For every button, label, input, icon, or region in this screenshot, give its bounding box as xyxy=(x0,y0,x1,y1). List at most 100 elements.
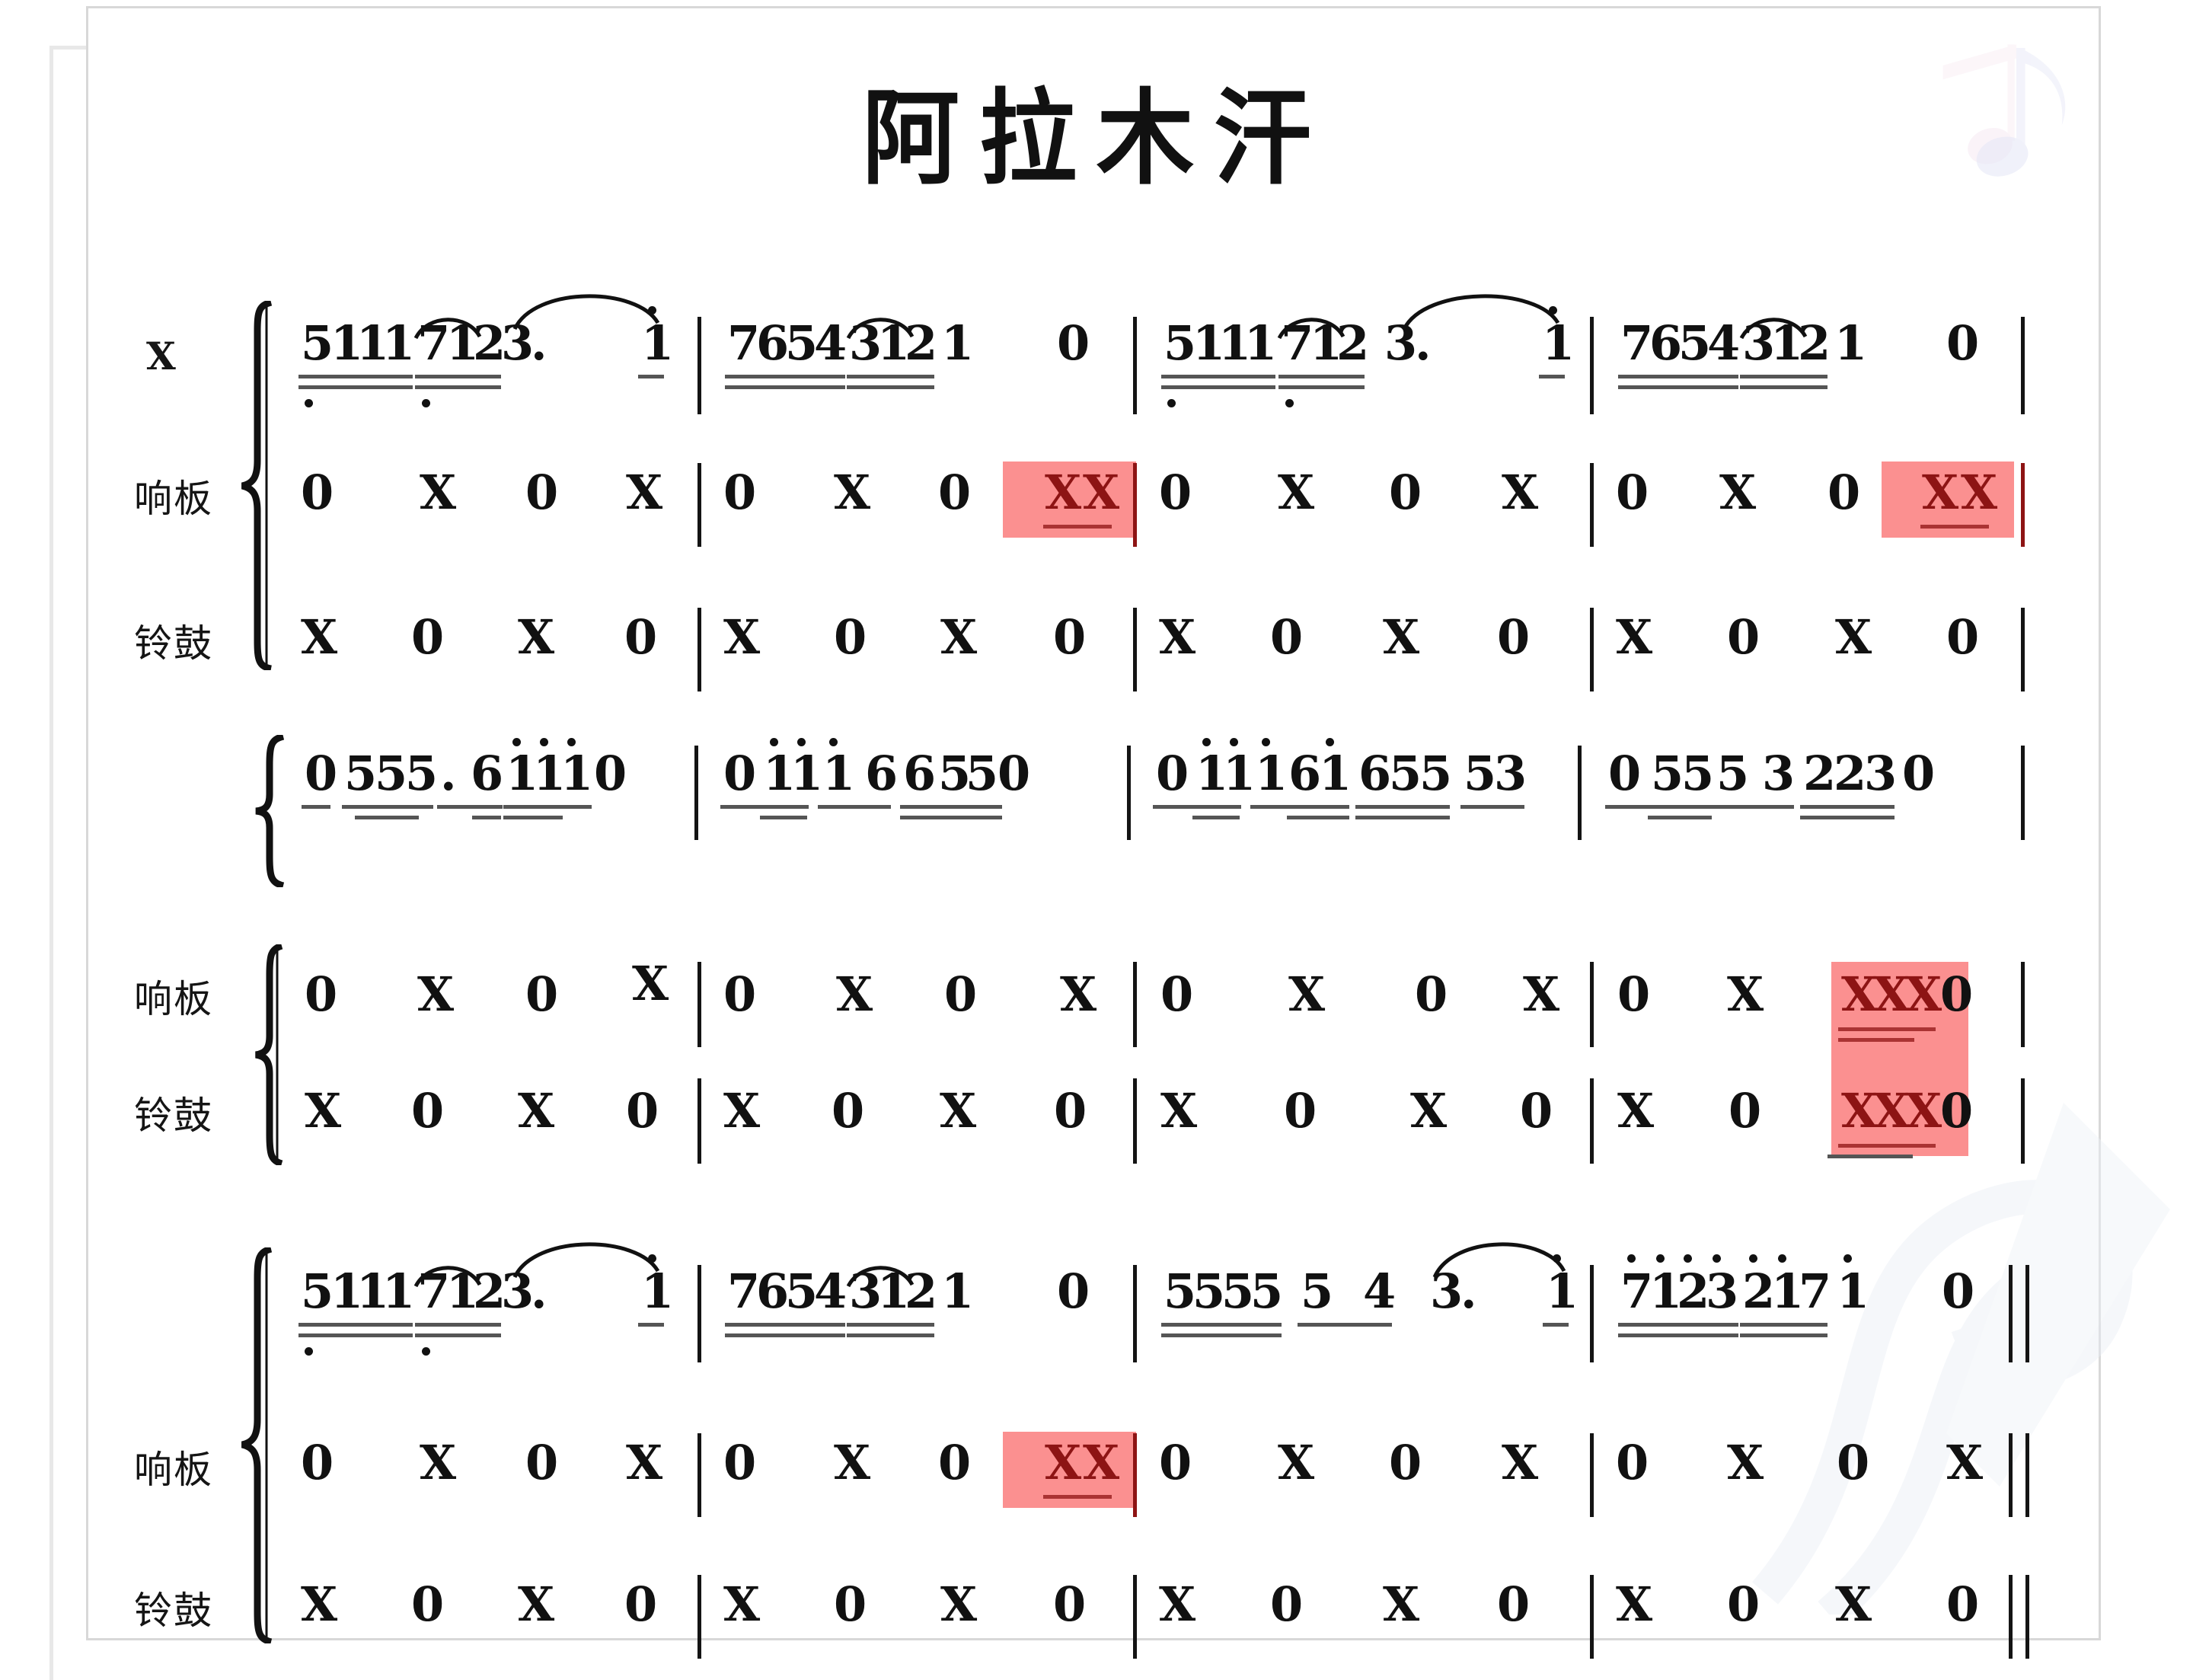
beam xyxy=(720,805,809,809)
percussion-note: 0 xyxy=(938,465,972,520)
note: 6 xyxy=(471,746,503,801)
barline xyxy=(1133,463,1137,547)
barline xyxy=(1133,317,1137,414)
percussion-note: X xyxy=(1060,966,1097,1022)
beam xyxy=(302,805,330,809)
percussion-note: 0 xyxy=(1520,1083,1553,1139)
percussion-note-highlighted: X xyxy=(1045,1435,1082,1490)
low-octave-dot xyxy=(1167,399,1176,407)
barline xyxy=(1590,317,1594,414)
note: 2 xyxy=(1834,746,1866,801)
beam xyxy=(1161,1333,1282,1337)
note: 4 xyxy=(1707,315,1740,371)
low-octave-dot xyxy=(305,399,313,407)
rest: 0 xyxy=(998,746,1030,801)
high-octave-dot xyxy=(1202,738,1211,746)
beam xyxy=(415,375,501,378)
note: 3 xyxy=(1384,315,1417,371)
beam xyxy=(1648,816,1712,819)
note: 5 xyxy=(1389,746,1422,801)
rest: 0 xyxy=(1902,746,1935,801)
slur xyxy=(512,1242,660,1279)
beam xyxy=(298,1323,413,1327)
percussion-note: 0 xyxy=(1946,609,1980,665)
beam xyxy=(437,805,503,809)
percussion-note: 0 xyxy=(1497,609,1531,665)
note: 5 xyxy=(1250,1263,1283,1319)
high-octave-dot xyxy=(1778,1254,1786,1263)
note: 7 xyxy=(1620,1263,1653,1319)
slur xyxy=(413,1266,482,1288)
beam xyxy=(1618,385,1738,389)
score-sheet: 阿拉木汗 X 响板 铃鼓 5 1 1 1 7 1 2 3 xyxy=(134,78,2029,1659)
beam xyxy=(900,805,1002,809)
barline xyxy=(694,746,698,840)
beam xyxy=(1543,1323,1569,1327)
beam xyxy=(1838,1027,1936,1031)
note: 1 xyxy=(1319,746,1352,801)
barline xyxy=(697,317,701,414)
high-octave-dot xyxy=(540,738,548,746)
percussion-note: X xyxy=(626,465,663,520)
beam xyxy=(900,816,1002,819)
note: 5 xyxy=(1221,1263,1254,1319)
rest: 0 xyxy=(1946,315,1979,371)
note: 5 xyxy=(785,315,818,371)
note: 6 xyxy=(1288,746,1321,801)
beam xyxy=(760,816,807,819)
beam xyxy=(638,375,664,378)
percussion-note: 0 xyxy=(723,966,757,1022)
beam xyxy=(1715,805,1794,809)
rest: 0 xyxy=(594,746,627,801)
beam xyxy=(1618,375,1738,378)
percussion-note: X xyxy=(420,1435,457,1490)
note: 5 xyxy=(1716,746,1749,801)
high-octave-dot xyxy=(1326,738,1334,746)
beam xyxy=(1740,385,1828,389)
percussion-note: 0 xyxy=(1053,609,1087,665)
note: 5 xyxy=(1192,1263,1225,1319)
dot: . xyxy=(1460,1263,1477,1319)
note: 6 xyxy=(756,1263,789,1319)
percussion-note: 0 xyxy=(305,966,338,1022)
percussion-note: 0 xyxy=(1415,966,1448,1022)
barline xyxy=(2021,608,2025,691)
note: 1 xyxy=(382,1263,415,1319)
percussion-note-highlighted: X xyxy=(1045,465,1082,520)
note: 5 xyxy=(405,746,438,801)
percussion-note: 0 xyxy=(1270,1576,1304,1632)
beam xyxy=(503,805,592,809)
percussion-note: 0 xyxy=(723,1435,757,1490)
low-octave-dot xyxy=(305,1347,313,1356)
beam xyxy=(1043,525,1112,529)
percussion-note-highlighted: X xyxy=(1905,1083,1942,1139)
percussion-note: X xyxy=(301,1576,338,1632)
note: 1 xyxy=(330,315,363,371)
page-title: 阿拉木汗 xyxy=(861,78,1331,200)
note: 1 xyxy=(822,746,855,801)
note: 1 xyxy=(763,746,796,801)
tambourine-label-1: 铃鼓 xyxy=(134,621,213,666)
barline xyxy=(1133,1265,1137,1362)
rest: 0 xyxy=(1942,1263,1974,1319)
rest: 0 xyxy=(1156,746,1189,801)
percussion-note: X xyxy=(723,1083,761,1139)
note: 2 xyxy=(905,1263,937,1319)
beam xyxy=(1838,1038,1914,1042)
percussion-note: X xyxy=(1502,465,1539,520)
note: 1 xyxy=(1195,746,1228,801)
melody-staff-label-1: X xyxy=(146,334,176,378)
percussion-note: X xyxy=(1160,1083,1198,1139)
percussion-note: 0 xyxy=(624,609,658,665)
percussion-note: X xyxy=(940,609,978,665)
slur xyxy=(1277,318,1345,340)
percussion-note: X xyxy=(940,1576,978,1632)
percussion-note: X xyxy=(518,1576,555,1632)
note: 6 xyxy=(1649,315,1682,371)
dot: . xyxy=(1415,315,1432,371)
percussion-note: 0 xyxy=(1389,465,1422,520)
percussion-note: X xyxy=(1616,609,1653,665)
slur xyxy=(846,318,915,340)
beam xyxy=(1838,1144,1936,1148)
final-barline xyxy=(2009,1433,2013,1517)
